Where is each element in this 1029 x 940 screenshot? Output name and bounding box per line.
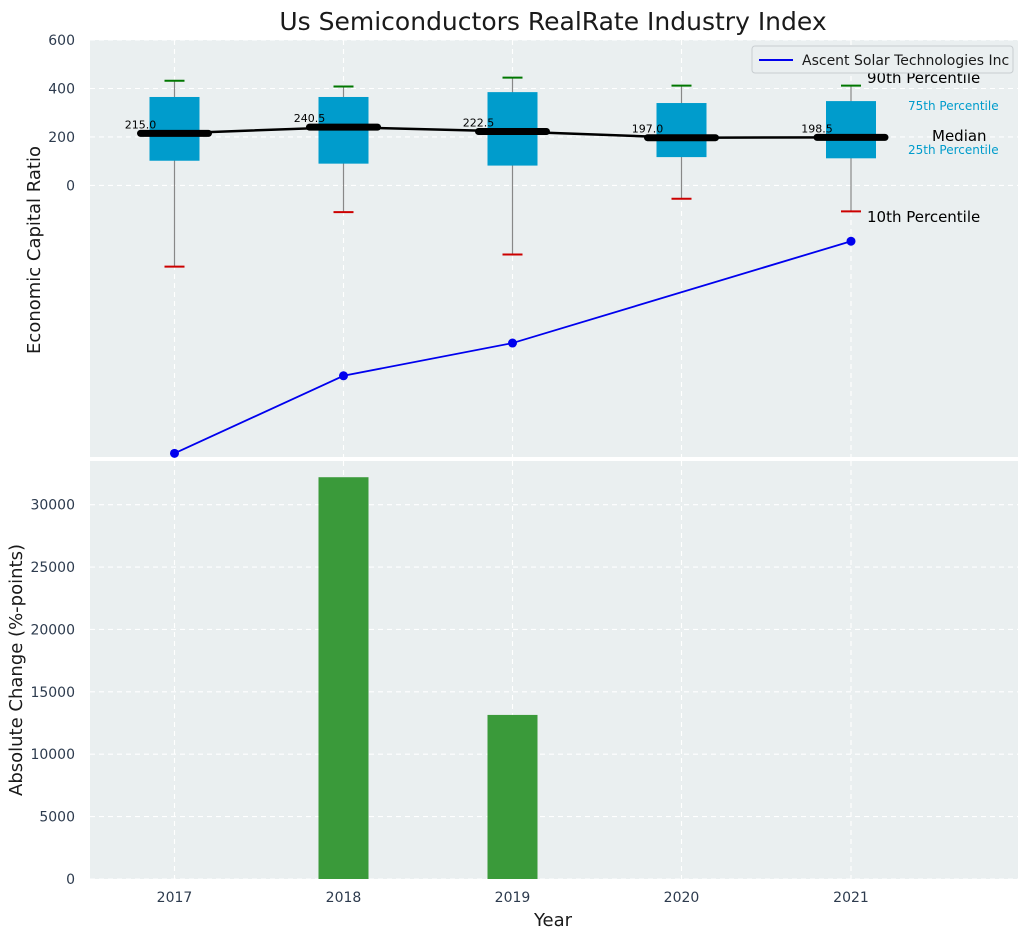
bottom-chart-marks: [318, 477, 538, 879]
legend-label-ascent-solar: Ascent Solar Technologies Inc: [802, 53, 1009, 69]
annotation-75th: 75th Percentile: [908, 99, 999, 113]
top-y-tick-label: 0: [66, 178, 75, 194]
bottom-y-tick-label: 15000: [30, 685, 75, 701]
bottom-grid: [90, 461, 1018, 880]
median-line: [174, 125, 852, 139]
top-y-tick-label: 600: [48, 33, 75, 49]
box-2021: [826, 101, 876, 159]
x-tick-label: 2019: [495, 890, 531, 906]
x-ticks: 2017 2018 2019 2020 2021: [157, 890, 869, 906]
bottom-y-tick-label: 30000: [30, 498, 75, 514]
legend-box: [751, 45, 1014, 74]
median-label-2018: 240.5: [294, 112, 326, 125]
bottom-plot-area: [90, 461, 1018, 879]
chart-title: Us Semiconductors RealRate Industry Inde…: [279, 7, 826, 36]
annotation-10th: 10th Percentile: [867, 208, 980, 226]
bottom-y-axis-label: Absolute Change (%-points): [6, 544, 27, 796]
series-point-2017: [170, 448, 179, 458]
x-tick-label: 2020: [664, 890, 700, 906]
bar-2019: [487, 714, 538, 879]
bottom-y-tick-label: 25000: [30, 560, 75, 576]
top-plot-area: [90, 40, 1018, 457]
x-tick-label: 2017: [157, 890, 193, 906]
bottom-y-tick-label: 10000: [30, 747, 75, 763]
top-y-tick-label: 200: [48, 130, 75, 146]
box-2017: [149, 96, 200, 161]
x-tick-label: 2021: [833, 890, 869, 906]
bottom-y-ticks: 0 5000 10000 15000 20000 25000 30000: [30, 498, 75, 888]
median-label-2019: 222.5: [463, 117, 495, 130]
bottom-y-tick-label: 20000: [30, 622, 75, 638]
bottom-y-tick-label: 5000: [39, 810, 75, 826]
top-chart-marks: 215.0 240.5 222.5 197.0 198.5: [125, 76, 889, 458]
top-y-tick-label: 400: [48, 81, 75, 97]
median-label-2021: 198.5: [801, 122, 833, 135]
bottom-y-tick-label: 0: [66, 872, 75, 888]
x-tick-label: 2018: [326, 890, 362, 906]
top-y-axis-label: Economic Capital Ratio: [24, 146, 45, 354]
series-point-2018: [339, 371, 348, 381]
annotation-median: Median: [932, 127, 987, 145]
bar-2018: [318, 477, 369, 879]
top-y-ticks: 0 200 400 600: [48, 33, 75, 194]
x-axis-label: Year: [533, 910, 573, 931]
series-point-2021: [846, 236, 856, 246]
series-line-ascent-solar: [174, 240, 852, 455]
box-2020: [656, 103, 707, 158]
annotation-25th: 25th Percentile: [908, 143, 999, 157]
median-label-2017: 215.0: [125, 118, 157, 131]
legend: Ascent Solar Technologies Inc: [751, 45, 1014, 74]
median-label-2020: 197.0: [632, 123, 664, 136]
series-point-2019: [508, 338, 517, 348]
